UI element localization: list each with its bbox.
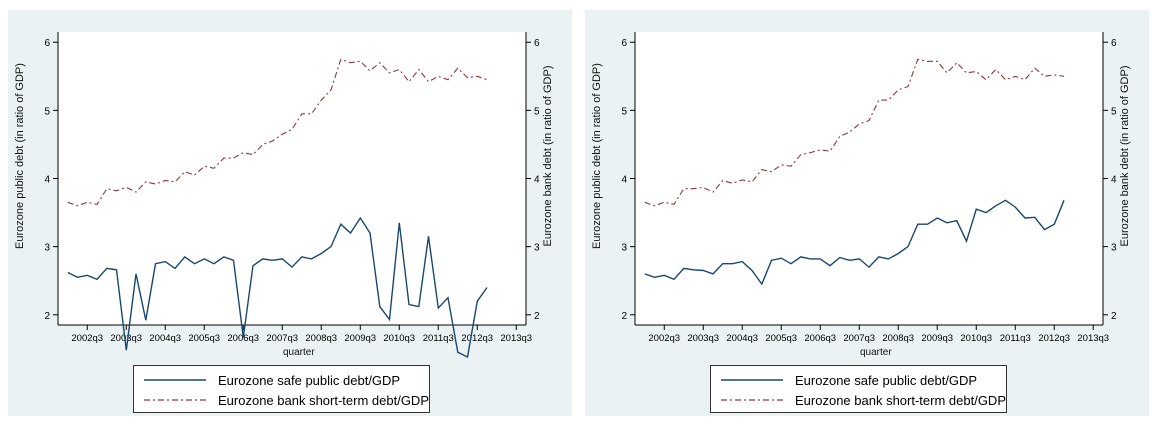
y-tick-label-right: 5 — [534, 106, 540, 117]
y-tick-label-right: 5 — [1111, 106, 1117, 117]
plot-area — [58, 32, 526, 325]
legend-label: Eurozone safe public debt/GDP — [218, 372, 401, 388]
series-line-public-debt — [67, 216, 488, 359]
x-tick-label: 2006q3 — [227, 333, 259, 344]
x-tick-label: 2008q3 — [305, 333, 337, 344]
x-tick-label: 2005q3 — [188, 333, 220, 344]
x-tick-label: 2004q3 — [149, 333, 181, 344]
y-axis-label-right: Eurozone bank debt (in ratio of GDP) — [542, 65, 554, 247]
x-tick-label: 2006q3 — [804, 333, 836, 344]
x-tick-label: 2003q3 — [687, 333, 719, 344]
legend-swatch-solid — [721, 379, 783, 381]
x-tick-label: 2011q3 — [423, 333, 454, 344]
legend-item-public-debt: Eurozone safe public debt/GDP — [144, 370, 400, 390]
chart-panel-right: 2 2 3 3 4 4 5 5 6 6 2002q3 2003q3 2004q3 2005q3 2006q3… — [585, 10, 1149, 416]
y-tick-label-left: 3 — [621, 243, 627, 254]
x-tick-label: 2012q3 — [461, 333, 493, 344]
y-axis-label-left: Eurozone public debt (in ratio of GDP) — [14, 63, 26, 249]
y-tick-label-left: 4 — [621, 175, 627, 186]
chart-panel-left: 2 2 3 3 4 4 5 5 6 6 2002q3 2003q3 2004q3 2005q3 2006q3… — [8, 10, 572, 416]
x-tick-label: 2013q3 — [500, 333, 532, 344]
x-tick-label: 2009q3 — [344, 333, 376, 344]
legend-label: Eurozone safe public debt/GDP — [795, 372, 978, 388]
x-tick-label: 2013q3 — [1077, 333, 1109, 344]
x-tick-label: 2010q3 — [383, 333, 415, 344]
y-axis-label-right: Eurozone bank debt (in ratio of GDP) — [1119, 65, 1131, 247]
legend: Eurozone safe public debt/GDP Eurozone b… — [133, 365, 430, 413]
y-tick-label-left: 2 — [44, 311, 50, 322]
y-tick-label-right: 2 — [1111, 311, 1117, 322]
y-tick-label-left: 4 — [44, 175, 50, 186]
legend-swatch-solid — [144, 379, 206, 381]
x-tick-label: 2005q3 — [765, 333, 797, 344]
x-tick-label: 2003q3 — [110, 333, 142, 344]
y-tick-label-right: 4 — [1111, 175, 1117, 186]
y-tick-label-right: 3 — [1111, 243, 1117, 254]
legend-swatch-dashdot — [721, 399, 783, 401]
chart-plot-right: 2 2 3 3 4 4 5 5 6 6 2002q3 2003q3 2004q3 2005q3 2006q3… — [621, 32, 1117, 344]
x-tick-label: 2007q3 — [266, 333, 298, 344]
y-tick-label-left: 5 — [44, 106, 50, 117]
y-tick-label-right: 6 — [1111, 38, 1117, 49]
legend-item-bank-debt: Eurozone bank short-term debt/GDP — [721, 390, 1006, 410]
y-tick-label-right: 2 — [534, 311, 540, 322]
legend-item-bank-debt: Eurozone bank short-term debt/GDP — [144, 390, 429, 410]
y-tick-label-right: 3 — [534, 243, 540, 254]
y-tick-label-left: 6 — [44, 38, 50, 49]
x-tick-label: 2007q3 — [843, 333, 875, 344]
plot-area — [635, 32, 1103, 325]
x-axis-label: quarter — [283, 347, 315, 358]
y-tick-label-left: 5 — [621, 106, 627, 117]
legend: Eurozone safe public debt/GDP Eurozone b… — [710, 365, 1007, 413]
x-axis-label: quarter — [860, 347, 892, 358]
x-tick-label: 2002q3 — [648, 333, 680, 344]
legend-label: Eurozone bank short-term debt/GDP — [795, 392, 1006, 408]
x-tick-label: 2004q3 — [726, 333, 758, 344]
x-tick-label: 2010q3 — [960, 333, 992, 344]
series-line-bank-debt — [67, 58, 488, 207]
y-tick-label-right: 4 — [534, 175, 540, 186]
legend-swatch-dashdot — [144, 399, 206, 401]
y-tick-label-left: 3 — [44, 243, 50, 254]
x-tick-label: 2008q3 — [882, 333, 914, 344]
series-line-bank-debt — [644, 58, 1065, 207]
x-tick-label: 2012q3 — [1038, 333, 1070, 344]
chart-plot-left: 2 2 3 3 4 4 5 5 6 6 2002q3 2003q3 2004q3 2005q3 2006q3… — [44, 32, 540, 359]
y-tick-label-left: 6 — [621, 38, 627, 49]
y-tick-label-right: 6 — [534, 38, 540, 49]
y-tick-label-left: 2 — [621, 311, 627, 322]
x-tick-label: 2011q3 — [1000, 333, 1031, 344]
x-tick-label: 2002q3 — [71, 333, 103, 344]
legend-label: Eurozone bank short-term debt/GDP — [218, 392, 429, 408]
y-axis-label-left: Eurozone public debt (in ratio of GDP) — [591, 63, 603, 249]
series-line-public-debt — [644, 199, 1065, 286]
legend-item-public-debt: Eurozone safe public debt/GDP — [721, 370, 977, 390]
x-tick-label: 2009q3 — [921, 333, 953, 344]
